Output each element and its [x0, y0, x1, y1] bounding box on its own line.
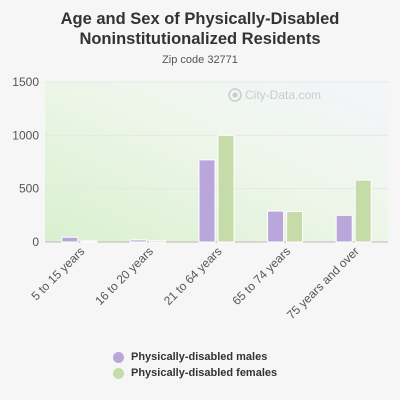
chart-subtitle: Zip code 32771	[162, 54, 238, 66]
legend-item: Physically-disabled males	[113, 349, 277, 365]
watermark-text: City-Data.com	[245, 88, 321, 102]
bar-males	[129, 239, 147, 243]
bar-females	[286, 211, 304, 243]
bar-males	[267, 210, 285, 243]
y-tick-label: 1000	[12, 128, 39, 142]
legend-label: Physically-disabled males	[131, 351, 268, 363]
x-tick-label: 21 to 64 years	[161, 244, 225, 308]
y-tick-label: 1500	[12, 75, 39, 89]
x-tick-label: 16 to 20 years	[92, 244, 156, 308]
watermark: City-Data.com	[228, 88, 321, 102]
y-tick-label: 0	[32, 235, 39, 249]
bar-females	[354, 179, 372, 243]
x-tick-label: 5 to 15 years	[28, 244, 87, 303]
legend-swatch	[113, 367, 124, 379]
bar-females	[148, 239, 166, 243]
chart-title: Age and Sex of Physically-Disabled Nonin…	[60, 10, 340, 48]
legend-swatch	[113, 351, 124, 363]
legend-item: Physically-disabled females	[113, 365, 277, 381]
bar-males	[335, 214, 353, 243]
legend: Physically-disabled males Physically-disa…	[113, 349, 277, 381]
x-tick-label: 75 years and over	[284, 244, 362, 322]
y-tick-label: 500	[19, 182, 39, 196]
bar-males	[61, 236, 79, 243]
x-tick-label: 65 to 74 years	[230, 244, 294, 308]
bar-females	[80, 240, 98, 243]
bar-females	[217, 134, 235, 243]
legend-label: Physically-disabled females	[131, 367, 278, 379]
plot-area	[45, 82, 388, 242]
bar-males	[198, 159, 216, 243]
